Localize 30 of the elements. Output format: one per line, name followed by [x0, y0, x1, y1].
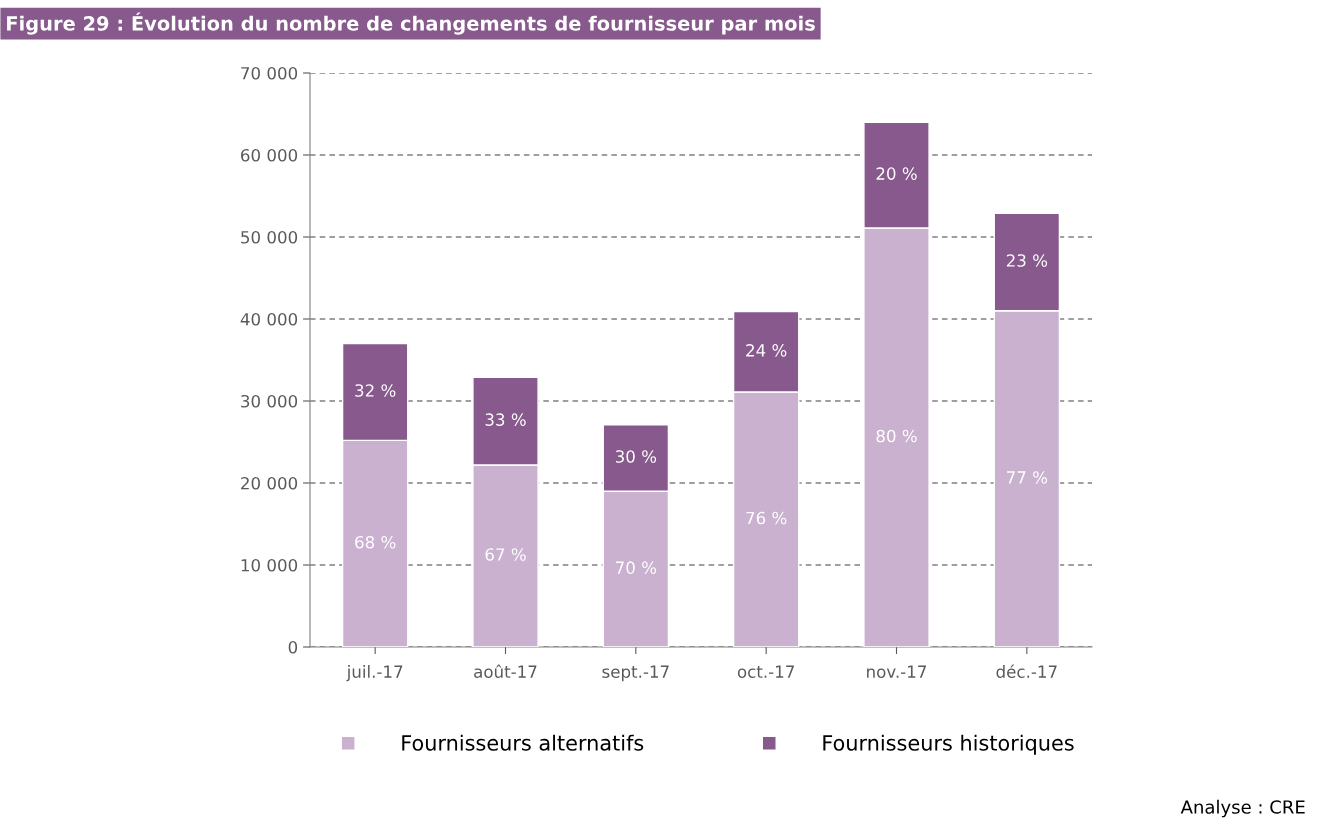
y-tick-label: 20 000 — [241, 476, 298, 490]
x-tick-label: oct.-17 — [737, 665, 794, 678]
legend-label: Fournisseurs historiques — [823, 734, 1074, 755]
annotation: 80 % — [876, 429, 917, 443]
y-tick-label: 0 — [288, 640, 298, 654]
annotation: 76 % — [746, 511, 787, 525]
y-tick-label: 50 000 — [241, 230, 298, 244]
y-tick-label: 10 000 — [241, 558, 298, 572]
annotation: 24 % — [746, 344, 787, 357]
x-tick-label: déc.-17 — [996, 664, 1057, 678]
y-tick-label: 40 000 — [240, 312, 298, 326]
annotation: 70 % — [616, 561, 657, 574]
x-tick-label: nov.-17 — [867, 665, 926, 678]
annotation: 33 % — [485, 413, 526, 426]
annotation: 67 % — [485, 548, 526, 561]
x-tick-label: juil.-17 — [346, 665, 403, 682]
x-tick-label: août-17 — [474, 664, 537, 678]
chart-title: Figure 29 : Évolution du nombre de changements de fournisseur par mois — [7, 12, 815, 35]
annotation: 32 % — [355, 384, 396, 397]
annotation: 20 % — [876, 167, 917, 180]
annotation: 23 % — [1006, 254, 1048, 267]
text: Analyse : CRE — [1180, 799, 1305, 818]
legend-label: Fournisseurs alternatifs — [402, 734, 644, 751]
annotation: 68 % — [355, 535, 396, 549]
y-tick-label: 70 000 — [241, 66, 298, 80]
annotation: 30 % — [615, 450, 657, 463]
annotation: 77 % — [1007, 471, 1048, 484]
y-tick-label: 60 000 — [241, 148, 298, 162]
y-tick-label: 30 000 — [241, 394, 298, 408]
x-tick-label: sept.-17 — [602, 665, 669, 682]
